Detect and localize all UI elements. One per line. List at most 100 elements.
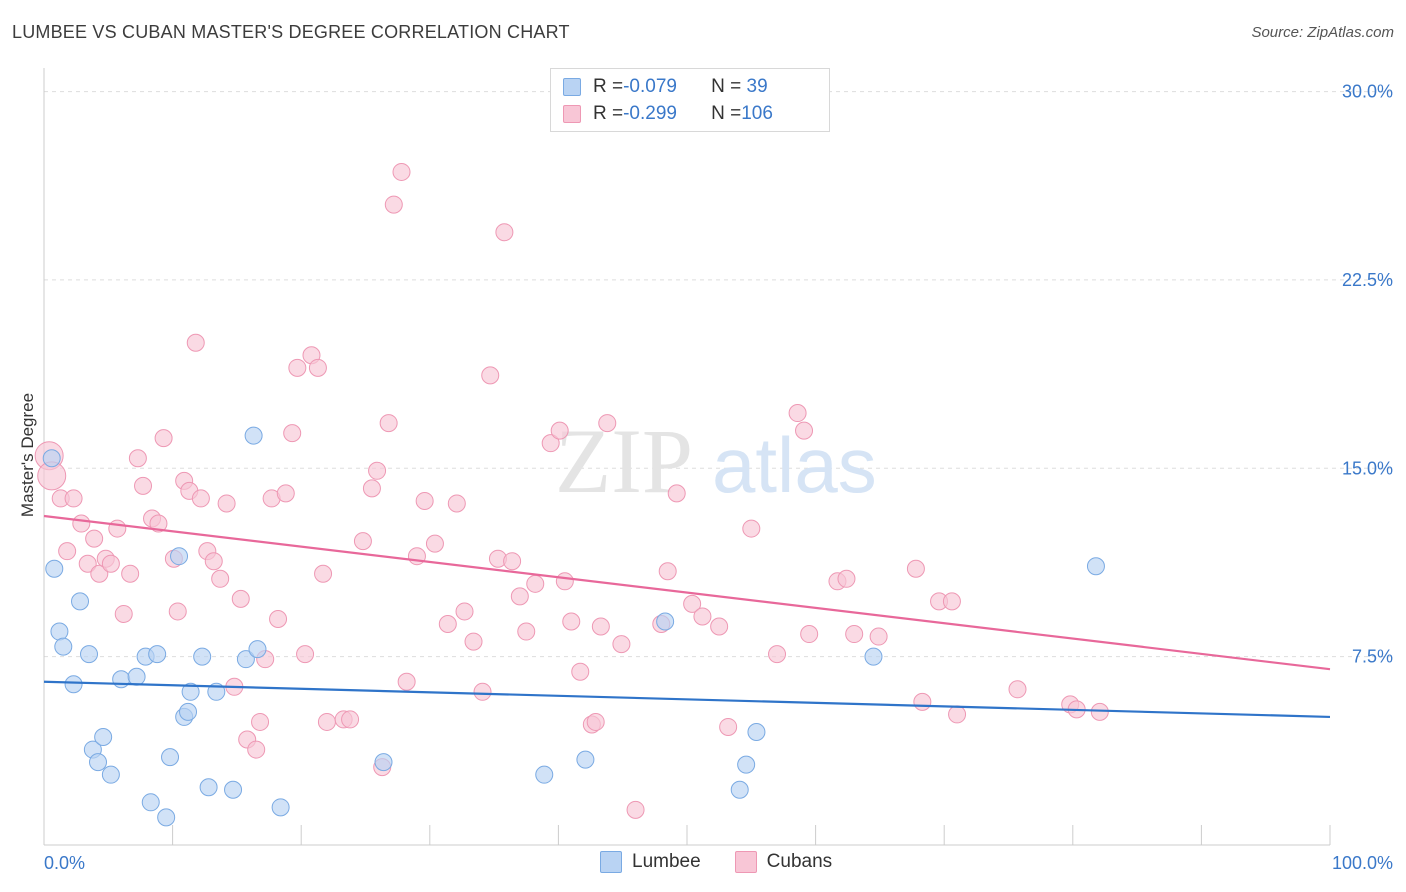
cubans-point (392, 162, 411, 181)
cubans-trend-line (43, 514, 1331, 671)
cubans-point (562, 612, 581, 631)
cubans-point (942, 592, 961, 611)
source-label: Source: ZipAtlas.com (1251, 24, 1394, 41)
r-value: -0.299 (623, 103, 677, 124)
y-tick-labels: 7.5% 15.0% 22.5% 30.0% (1342, 82, 1393, 667)
cubans-point (845, 625, 864, 644)
series-legend: Lumbee Cubans (600, 851, 866, 873)
cubans-point (517, 622, 536, 641)
lumbee-swatch (563, 78, 581, 96)
cubans-point (341, 710, 360, 729)
n-value: 106 (741, 103, 773, 124)
correlation-legend: R = -0.079 N = 39 R = -0.299 N = 106 (550, 68, 830, 132)
cubans-point (447, 494, 466, 513)
lumbee-point (127, 667, 146, 686)
cubans-point (211, 569, 230, 588)
cubans-point (204, 552, 223, 571)
cubans-point (626, 800, 645, 819)
cubans-point (948, 705, 967, 724)
lumbee-point (80, 645, 99, 664)
cubans-legend-swatch (734, 851, 757, 873)
cubans-point (788, 404, 807, 423)
lumbee-point (656, 612, 675, 631)
cubans-point (510, 587, 529, 606)
cubans-point (368, 461, 387, 480)
lumbee-trend-line (43, 680, 1331, 719)
cubans-point (425, 534, 444, 553)
cubans-point (154, 429, 173, 448)
lumbee-point (89, 753, 108, 772)
cubans-point (101, 554, 120, 573)
lumbee-point (576, 750, 595, 769)
cubans-point (455, 602, 474, 621)
cubans-point (658, 562, 677, 581)
lumbee-legend-swatch (600, 851, 622, 873)
cubans-point (247, 740, 266, 759)
cubans-legend-label: Cubans (766, 851, 833, 872)
cubans-point (362, 479, 381, 498)
cubans-point (85, 529, 104, 548)
cubans-point (134, 476, 153, 495)
cubans-point (269, 609, 288, 628)
lumbee-point (50, 622, 69, 641)
cubans-point (481, 366, 500, 385)
lumbee-point (747, 722, 766, 741)
cubans-point (72, 514, 91, 533)
cubans-point (473, 682, 492, 701)
lumbee-point (141, 793, 160, 812)
cubans-point (495, 223, 514, 242)
cubans-points (34, 162, 1109, 819)
cubans-point (710, 617, 729, 636)
grid-lines (44, 91, 1392, 658)
lumbee-point (94, 728, 113, 747)
lumbee-point (236, 650, 255, 669)
lumbee-point (157, 808, 176, 827)
cubans-point (384, 195, 403, 214)
cubans-point (742, 519, 761, 538)
lumbee-point (148, 645, 167, 664)
cubans-point (114, 604, 133, 623)
lumbee-point (54, 637, 73, 656)
cubans-point (438, 614, 457, 633)
cubans-point (415, 491, 434, 510)
cubans-swatch (563, 105, 581, 123)
lumbee-point (1086, 557, 1105, 576)
cubans-point (64, 489, 83, 508)
lumbee-point (45, 559, 64, 578)
cubans-point (108, 519, 127, 538)
cubans-point (317, 712, 336, 731)
legend-item-cubans[interactable]: Cubans (734, 851, 833, 873)
cubans-point (288, 358, 307, 377)
cubans-point (719, 717, 738, 736)
watermark-atlas: atlas (712, 421, 877, 509)
cubans-point (598, 414, 617, 433)
cubans-point (464, 632, 483, 651)
cubans-point (693, 607, 712, 626)
cubans-point (308, 358, 327, 377)
cubans-point (168, 602, 187, 621)
y-tick-label: 22.5% (1342, 270, 1393, 290)
lumbee-point (864, 647, 883, 666)
cubans-point (90, 564, 109, 583)
trend-lines (43, 514, 1331, 719)
cubans-point (571, 662, 590, 681)
cubans-point (503, 552, 522, 571)
cubans-point (683, 594, 702, 613)
lumbee-point (193, 647, 212, 666)
cubans-point (217, 494, 236, 513)
cubans-point (121, 564, 140, 583)
cubans-point (526, 574, 545, 593)
lumbee-point (730, 780, 749, 799)
legend-item-lumbee[interactable]: Lumbee (600, 851, 701, 873)
cubans-point (231, 589, 250, 608)
cubans-point (906, 559, 925, 578)
lumbee-point (161, 748, 180, 767)
r-label: R = (593, 76, 624, 97)
cubans-point (353, 532, 372, 551)
cubans-point (149, 514, 168, 533)
cubans-point (128, 449, 147, 468)
cubans-point (612, 635, 631, 654)
lumbee-point (374, 753, 393, 772)
x-tick-label-min: 0.0% (44, 853, 85, 873)
n-value: 39 (741, 76, 768, 97)
